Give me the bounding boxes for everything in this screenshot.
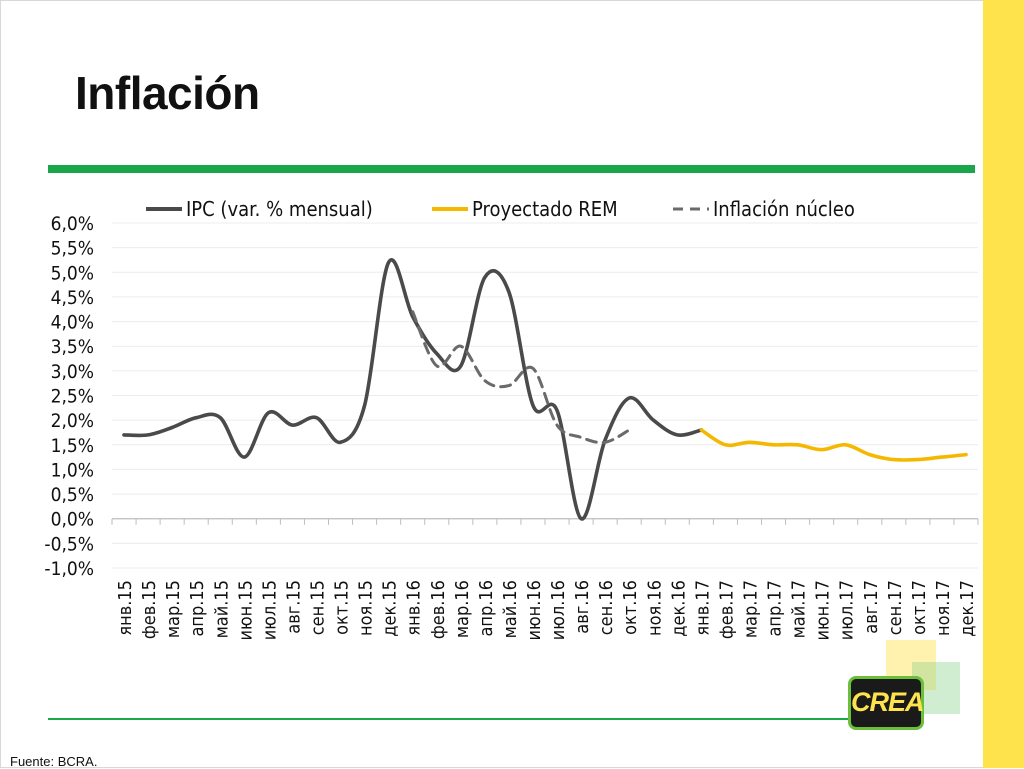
- x-tick-label: авг.17: [861, 580, 882, 634]
- x-tick-label: мар.15: [163, 580, 184, 638]
- x-tick-label: май.16: [500, 580, 521, 638]
- title-divider: [48, 165, 975, 173]
- y-tick-label: 3,5%: [51, 336, 94, 358]
- x-tick-label: янв.17: [692, 580, 713, 636]
- y-tick-label: 0,5%: [51, 484, 94, 506]
- x-tick-label: июл.16: [548, 580, 569, 640]
- x-tick-label: окт.15: [332, 580, 353, 635]
- x-tick-label: дек.16: [668, 580, 689, 637]
- y-tick-label: -0,5%: [44, 533, 94, 555]
- x-tick-label: май.15: [211, 580, 232, 638]
- x-tick-label: июл.17: [837, 580, 858, 640]
- x-tick-label: июн.16: [524, 580, 545, 641]
- y-tick-label: 3,0%: [51, 361, 94, 383]
- x-tick-label: апр.16: [476, 580, 497, 637]
- x-tick-label: апр.17: [765, 580, 786, 637]
- x-tick-label: сен.15: [307, 580, 328, 635]
- y-tick-label: 1,0%: [51, 459, 94, 481]
- core-inflation-series-line: [411, 310, 631, 445]
- x-tick-label: фев.17: [716, 580, 737, 639]
- y-tick-label: 4,5%: [51, 287, 94, 309]
- slide-title: Inflación: [75, 67, 260, 119]
- rem-series-line: [699, 428, 968, 462]
- x-tick-label: июн.15: [235, 580, 256, 641]
- x-tick-label: авг.15: [283, 580, 304, 634]
- x-tick-label: окт.17: [909, 580, 930, 635]
- y-tick-label: 6,0%: [51, 213, 94, 235]
- x-tick-label: дек.15: [380, 580, 401, 637]
- x-tick-label: июн.17: [813, 580, 834, 641]
- logo-text: CREA: [851, 687, 925, 717]
- x-tick-label: фев.15: [139, 580, 160, 639]
- x-tick-label: ноя.15: [356, 580, 377, 636]
- legend-label: IPC (var. % mensual): [186, 197, 373, 221]
- source-note: Fuente: BCRA.: [10, 754, 98, 769]
- legend: IPC (var. % mensual) Proyectado REM Inflac…: [146, 197, 855, 221]
- x-tick-label: мар.17: [740, 580, 761, 638]
- x-tick-label: авг.16: [572, 580, 593, 634]
- x-tick-label: окт.16: [620, 580, 641, 635]
- x-tick-label: янв.16: [404, 580, 425, 636]
- x-tick-label: янв.15: [115, 580, 136, 636]
- x-tick-label: дек.17: [957, 580, 978, 637]
- y-tick-label: 2,0%: [51, 410, 94, 432]
- ipc-series-line: [122, 258, 704, 521]
- footer-divider: [48, 718, 848, 720]
- y-tick-label: 4,0%: [51, 312, 94, 334]
- x-tick-label: апр.15: [187, 580, 208, 637]
- x-tick-label: мар.16: [452, 580, 473, 638]
- side-accent-bar: [983, 0, 1024, 768]
- x-tick-label: май.17: [789, 580, 810, 638]
- y-tick-label: 2,5%: [51, 386, 94, 408]
- y-tick-label: 5,5%: [51, 238, 94, 260]
- x-tick-label: сен.16: [596, 580, 617, 635]
- axes: -1,0% -0,5%0,0% 0,5% 1,0%1,5% 2,0%2,5% 3,0% 3,…: [44, 213, 979, 641]
- y-tick-label: 0,0%: [51, 509, 94, 531]
- legend-label: Inflación núcleo: [713, 197, 855, 221]
- x-tick-label: сен.17: [885, 580, 906, 635]
- y-tick-label: -1,0%: [44, 558, 94, 580]
- x-tick-label: фев.16: [428, 580, 449, 639]
- y-tick-label: 5,0%: [51, 262, 94, 284]
- x-tick-label: июл.15: [259, 580, 280, 640]
- crea-logo: CREA: [848, 676, 925, 730]
- legend-label: Proyectado REM: [472, 197, 618, 221]
- x-tick-label: ноя.17: [933, 580, 954, 636]
- y-tick-label: 1,5%: [51, 435, 94, 457]
- series-lines: [122, 258, 968, 521]
- x-tick-label: ноя.16: [644, 580, 665, 636]
- gridlines: [112, 222, 978, 569]
